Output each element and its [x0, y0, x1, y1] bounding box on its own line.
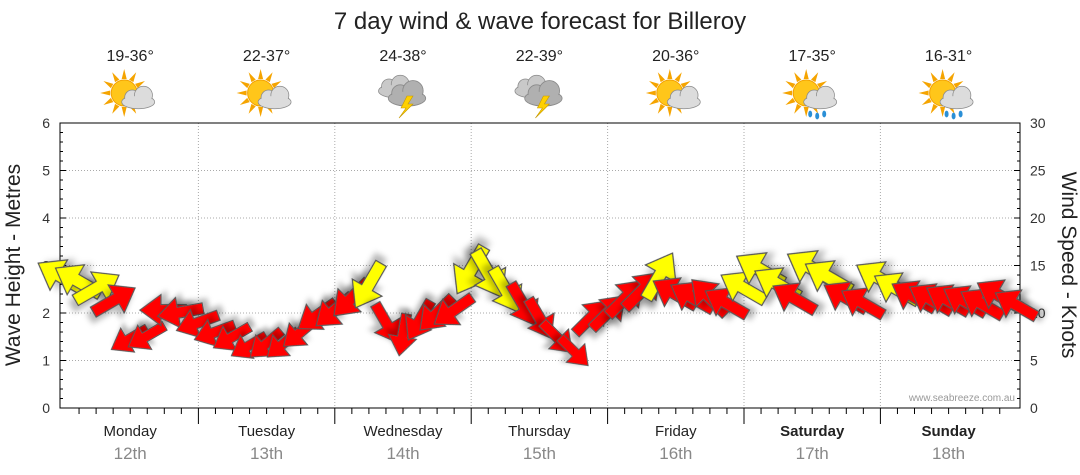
- day-date-label: 16th: [659, 444, 692, 463]
- day-name-label: Thursday: [508, 423, 571, 440]
- day-date-label: 18th: [932, 444, 965, 463]
- day-date-label: 15th: [523, 444, 556, 463]
- temp-range-label: 22-37°: [243, 48, 290, 65]
- day-name-label: Saturday: [780, 423, 845, 440]
- day-name-label: Wednesday: [364, 423, 443, 440]
- wind-arrow-series: [37, 243, 1040, 367]
- wind-arrow: [487, 264, 523, 314]
- sun-cloud-icon: [645, 69, 701, 117]
- y2-tick-label: 0: [1030, 400, 1038, 416]
- y2-tick-label: 30: [1030, 115, 1046, 131]
- day-date-label: 17th: [796, 444, 829, 463]
- y2-tick-label: 25: [1030, 163, 1046, 179]
- chart-title: 7 day wind & wave forecast for Billeroy: [334, 8, 746, 35]
- sun-rain-icon: [782, 69, 838, 120]
- wind-arrow: [127, 320, 168, 351]
- temp-range-label: 19-36°: [107, 48, 154, 65]
- wind-arrow: [351, 259, 388, 309]
- wind-arrow: [556, 333, 589, 367]
- wind-arrow: [433, 292, 477, 326]
- y2-tick-label: 15: [1030, 258, 1046, 274]
- sun-rain-icon: [918, 69, 974, 120]
- left-axis-title: Wave Height - Metres: [2, 164, 25, 366]
- day-name-label: Tuesday: [238, 423, 295, 440]
- storm-cloud-icon: [378, 74, 427, 119]
- right-axis-ticks: 051015202530: [1014, 115, 1046, 416]
- wind-arrow: [89, 284, 136, 318]
- right-axis-title: Wind Speed - Knots: [1057, 172, 1080, 359]
- temp-range-label: 16-31°: [925, 48, 972, 65]
- day-date-label: 12th: [114, 444, 147, 463]
- day-date-label: 14th: [386, 444, 419, 463]
- sun-cloud-icon: [100, 69, 156, 117]
- sun-cloud-icon: [236, 69, 292, 117]
- day-name-label: Friday: [655, 423, 697, 440]
- day-date-label: 13th: [250, 444, 283, 463]
- y-tick-label: 1: [42, 353, 50, 369]
- wind-arrow: [505, 280, 539, 327]
- y-tick-label: 0: [42, 400, 50, 416]
- wind-arrow: [369, 300, 401, 344]
- temp-range-label: 22-39°: [516, 48, 563, 65]
- x-axis-ticks: [78, 408, 1001, 424]
- temp-range-label: 24-38°: [379, 48, 426, 65]
- y-tick-label: 6: [42, 115, 50, 131]
- y2-tick-label: 5: [1030, 353, 1038, 369]
- y-tick-label: 5: [42, 163, 50, 179]
- wind-arrow: [994, 289, 1040, 323]
- temp-range-label: 20-36°: [652, 48, 699, 65]
- day-name-label: Sunday: [922, 423, 977, 440]
- wind-arrow: [603, 280, 644, 321]
- y-tick-label: 2: [42, 305, 50, 321]
- day-labels: Monday 12th 19-36° Tuesday 13th 22-37° Wednesd…: [104, 48, 977, 463]
- y-tick-label: 4: [42, 210, 50, 226]
- storm-cloud-icon: [514, 74, 563, 119]
- weather-icons: [100, 69, 974, 120]
- day-name-label: Monday: [104, 423, 158, 440]
- temp-range-label: 17-35°: [789, 48, 836, 65]
- wind-arrow: [772, 282, 819, 317]
- y2-tick-label: 20: [1030, 210, 1046, 226]
- credit-label: www.seabreeze.com.au: [908, 393, 1015, 404]
